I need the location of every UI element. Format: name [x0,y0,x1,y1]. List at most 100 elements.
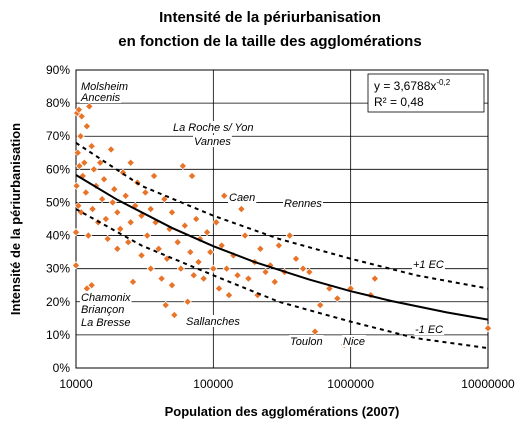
data-point [121,191,130,200]
annotation: Toulon [290,336,323,348]
annotation-bg [289,335,324,347]
data-point [206,248,215,257]
annotation: Caen [229,192,255,204]
y-tick-label: 10% [46,328,70,342]
annotation-bg [80,291,132,303]
annotation-bg [80,316,132,328]
data-point [203,228,212,237]
data-point [266,261,275,270]
data-point [176,264,185,273]
data-point [240,231,250,240]
data-point [160,195,169,204]
annotation-bg [193,135,232,147]
data-point [157,274,166,283]
data-point [154,244,163,253]
data-point [150,171,159,180]
trend-line [75,174,489,321]
chart-title: en fonction de la taille des agglomérati… [118,33,421,50]
data-point [161,301,170,310]
data-point [189,271,198,280]
data-point [88,205,97,214]
data-point [212,218,221,227]
data-point [237,205,246,214]
annotation: Sallanches [186,316,240,328]
data-point [72,181,81,190]
data-point [143,231,152,240]
data-point [81,188,90,197]
y-tick-label: 70% [46,129,70,143]
annotation: +1 EC [413,259,444,271]
plot-border [75,69,489,369]
data-point [199,274,208,283]
annotation-bg [228,191,257,203]
data-point [110,185,119,194]
data-point [84,231,93,240]
annotation: Briançon [81,304,124,316]
annotation: Ancenis [80,92,121,104]
y-tick-label: 80% [46,96,70,110]
data-point [124,238,133,247]
data-point [274,241,283,250]
deviation-line [75,142,489,290]
data-point [96,158,105,167]
equation-exponent: -0,2 [436,78,450,87]
data-point [170,310,179,320]
data-point [285,231,294,240]
data-point [87,281,96,290]
equation-box [367,73,485,113]
y-tick-label: 60% [46,162,70,176]
x-tick-label: 100000 [193,377,233,391]
annotation: Rennes [284,198,322,210]
data-point [71,261,81,270]
annotation-bg [172,121,255,133]
r-squared: R² = 0,48 [374,95,424,109]
data-point [146,205,155,214]
data-point [186,248,195,257]
data-point [113,208,122,217]
data-point [126,218,135,227]
data-point [82,122,91,131]
data-point [220,191,229,200]
data-point [76,132,85,141]
annotation: La Bresse [81,317,131,329]
data-point [89,165,98,174]
data-point [256,244,265,253]
data-point [214,284,224,293]
data-point [173,238,182,247]
annotation-bg [414,323,445,335]
data-point [244,274,253,283]
annotation-bg [80,303,126,315]
data-point [261,267,270,277]
annotation-bg [412,258,445,270]
data-point [224,291,234,300]
annotation-bg [342,335,367,347]
x-tick-label: 10000000 [461,377,515,391]
data-point [333,294,342,303]
data-point [183,297,192,306]
data-point [74,105,83,114]
chart-title: Intensité de la périurbanisation [159,9,381,26]
data-point [103,234,112,243]
y-tick-label: 50% [46,195,70,209]
data-point [77,112,86,121]
x-tick-label: 10000 [59,377,93,391]
annotation: La Roche s/ Yon [173,122,254,134]
data-point [116,224,125,233]
data-point [222,264,231,273]
data-point [316,301,325,310]
data-point [113,244,122,253]
y-tick-label: 30% [46,262,70,276]
annotation: Chamonix [81,292,131,304]
data-point [73,148,82,157]
data-point [108,198,117,207]
data-point [483,324,493,333]
data-point [310,327,320,336]
data-point [75,161,84,171]
data-point [128,277,138,286]
y-axis-label: Intensité de la périurbanisation [8,123,23,315]
data-point [178,161,187,171]
data-point [100,175,109,184]
data-point [291,254,301,263]
annotation-bg [80,91,122,103]
